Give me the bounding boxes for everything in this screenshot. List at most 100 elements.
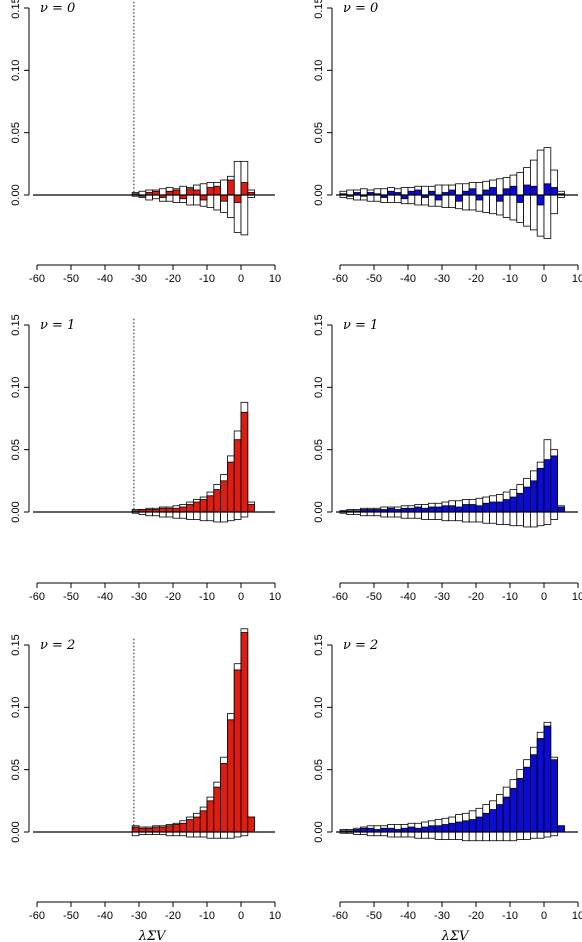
y-tick-label: 0.15 [10, 634, 22, 655]
bar [536, 738, 545, 833]
y-tick-label: 0.00 [313, 184, 325, 205]
bar [468, 831, 477, 842]
x-tick-label: -10 [502, 273, 518, 285]
bar [414, 189, 422, 196]
bar [441, 194, 450, 208]
bar [213, 194, 222, 211]
bar [220, 194, 228, 202]
bar [158, 511, 167, 518]
y-tick-label: 0.05 [10, 122, 22, 143]
bar [240, 411, 249, 513]
bar [240, 182, 249, 196]
bar [346, 189, 354, 196]
bar [536, 831, 545, 839]
bar [213, 786, 222, 833]
panel-title: ν = 2 [40, 638, 75, 653]
bar [400, 187, 409, 196]
y-tick-label: 0.15 [313, 0, 325, 19]
bar [240, 632, 249, 833]
bar [373, 194, 382, 202]
bar [489, 501, 497, 513]
bar [502, 796, 511, 833]
bar [387, 511, 395, 518]
bar [475, 194, 484, 201]
bar [131, 826, 140, 833]
x-tick-label: -20 [468, 591, 484, 603]
bar [455, 511, 463, 522]
bar [427, 194, 436, 207]
bar [441, 831, 450, 840]
bar [448, 831, 456, 840]
bar [455, 183, 463, 196]
bar [516, 831, 524, 840]
x-tick-label: 0 [238, 910, 244, 922]
bar [434, 194, 443, 201]
bar [455, 194, 463, 202]
bar [199, 194, 208, 201]
x-tick-label: -30 [131, 910, 147, 922]
bar [192, 189, 201, 196]
x-tick-label: -40 [400, 910, 416, 922]
panel-title: ν = 0 [40, 1, 75, 16]
x-tick-label: 10 [269, 591, 281, 603]
bar [240, 194, 249, 236]
bar [461, 831, 470, 842]
x-tick-label: -50 [366, 910, 382, 922]
y-tick-label: 0.15 [10, 0, 22, 19]
bar [502, 188, 511, 196]
x-tick-label: -60 [29, 910, 45, 922]
bar [172, 194, 181, 203]
bar [441, 505, 450, 513]
bar [523, 831, 531, 840]
panel-title: ν = 2 [343, 638, 378, 653]
x-axis-label: λΣV [441, 929, 470, 942]
bar [233, 439, 242, 513]
bar [233, 511, 242, 520]
y-tick-label: 0.00 [10, 821, 22, 842]
x-tick-label: 0 [541, 591, 547, 603]
bar [441, 511, 450, 522]
bar [523, 766, 531, 833]
bar [414, 831, 422, 839]
bar [186, 194, 194, 206]
bar [550, 194, 558, 215]
bar [199, 831, 208, 838]
bar [448, 194, 456, 208]
bar [536, 467, 545, 513]
bar [226, 179, 235, 196]
bar [448, 511, 456, 522]
bar [482, 189, 490, 196]
bar [434, 825, 443, 833]
bar [186, 831, 194, 838]
bar [165, 511, 174, 518]
bar [393, 511, 402, 518]
bar [502, 194, 511, 218]
bar [186, 511, 194, 520]
panel-title: ν = 1 [40, 318, 75, 333]
x-tick-label: -30 [131, 273, 147, 285]
bar [247, 816, 256, 833]
bar [523, 184, 531, 196]
y-tick-label: 0.00 [313, 821, 325, 842]
bar [475, 505, 484, 513]
bar [516, 511, 524, 527]
bar [220, 831, 228, 839]
bar [482, 812, 490, 833]
x-tick-label: -50 [63, 910, 79, 922]
bar [213, 831, 222, 839]
bar [509, 194, 518, 221]
y-tick-label: 0.15 [10, 314, 22, 335]
bar [530, 480, 538, 513]
bar [199, 810, 208, 833]
bar [461, 511, 470, 523]
bar [387, 831, 395, 838]
bar [543, 511, 552, 525]
x-tick-label: 0 [541, 910, 547, 922]
bar [516, 492, 524, 513]
bar [509, 511, 518, 527]
bar [434, 506, 443, 513]
y-tick-label: 0.10 [10, 697, 22, 718]
bar [475, 511, 484, 523]
bar [393, 194, 402, 203]
